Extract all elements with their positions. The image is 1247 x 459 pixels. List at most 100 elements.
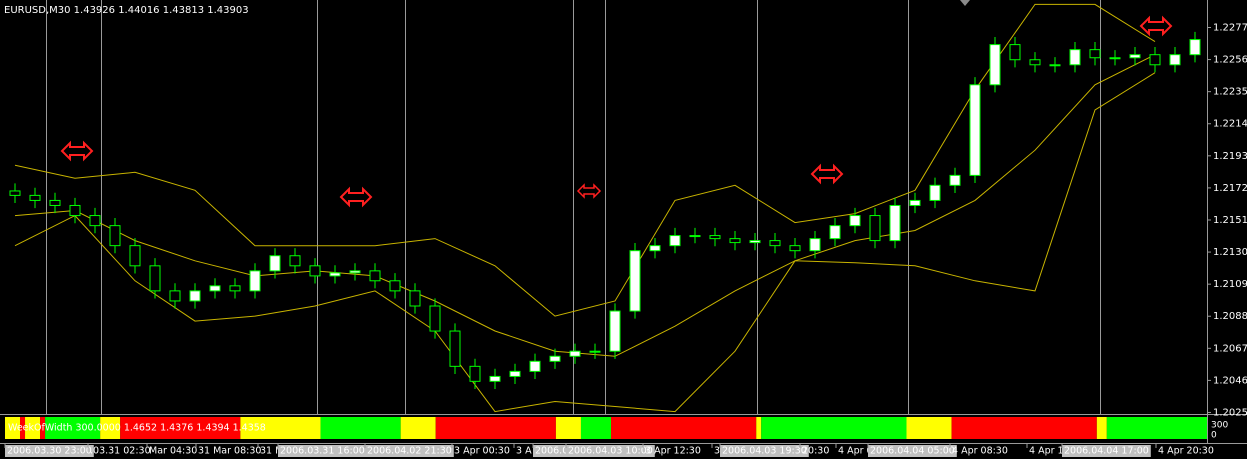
double-arrow: [1139, 15, 1173, 37]
candle-body: [929, 184, 941, 201]
candle-body: [1049, 64, 1061, 67]
time-label-box: [533, 445, 571, 457]
candle-body: [529, 360, 541, 372]
indicator-segment: [400, 417, 436, 439]
candle-body: [1009, 44, 1021, 61]
y-tick-label: 1.22350: [1213, 87, 1247, 98]
indicator-segment: [25, 417, 41, 439]
candle-body: [649, 245, 661, 252]
indicator-segment: [45, 417, 101, 439]
time-label: 2006.0: [535, 446, 568, 457]
candle-body: [229, 285, 241, 292]
time-label: 3 A: [516, 446, 532, 457]
indicator-segment: [756, 417, 762, 439]
arrow-markers: [60, 15, 1173, 208]
time-label-box: [1062, 445, 1151, 457]
y-tick-label: 1.21930: [1213, 151, 1247, 162]
candle-body: [429, 305, 441, 332]
candle-body: [909, 199, 921, 206]
time-label: 2006.04.04 17:00: [1064, 446, 1149, 457]
candle-body: [169, 290, 181, 302]
indicator-segment: [761, 417, 907, 439]
y-tick-label: 1.20670: [1213, 343, 1247, 354]
candle-body: [389, 280, 401, 292]
double-arrow: [60, 140, 94, 162]
candle-body: [689, 235, 701, 238]
indicator-segment: [5, 417, 21, 439]
candle-body: [1169, 54, 1181, 66]
indicator-segment: [951, 417, 1097, 439]
candle-body: [289, 255, 301, 267]
time-label: 4 Apr 1: [1029, 446, 1064, 457]
indicator-pane: WeekOfWidth 300.0000 1.4652 1.4376 1.439…: [5, 417, 1228, 441]
double-arrow: [339, 186, 373, 208]
candle-body: [149, 265, 161, 292]
candle-body: [1069, 49, 1081, 66]
bollinger-band: [14, 3, 1156, 317]
time-label: 2006.04.03 10:00: [568, 446, 653, 457]
candle-body: [269, 255, 281, 272]
time-label: 31 M: [260, 446, 283, 457]
time-label: 4 Apr 08:30: [952, 446, 1008, 457]
candle-body: [1089, 49, 1101, 59]
y-tick-label: 1.20250: [1213, 407, 1247, 418]
indicator-segment: [906, 417, 952, 439]
candle-body: [549, 355, 561, 362]
time-label: 4 Apr 20:30: [1158, 446, 1214, 457]
shift-marker: [960, 0, 970, 6]
candle-body: [729, 238, 741, 244]
candle-body: [1189, 39, 1201, 56]
candle-body: [49, 199, 61, 206]
candle-body: [209, 285, 221, 292]
bollinger-band: [14, 72, 1156, 413]
candle-body: [69, 204, 81, 217]
indicator-label: WeekOfWidth 300.0000 1.4652 1.4376 1.439…: [8, 423, 266, 434]
candle-body: [509, 370, 521, 377]
indicator-segment: [1096, 417, 1107, 439]
candle-body: [709, 235, 721, 240]
indicator-segment: [100, 417, 121, 439]
indicator-segment: [1106, 417, 1207, 439]
candle-body: [629, 250, 641, 312]
time-label-box: [868, 445, 957, 457]
indicator-axis-label: 300: [1211, 421, 1228, 431]
indicator-segment: [555, 417, 581, 439]
indicator-segment: [240, 417, 321, 439]
time-label-box: [278, 445, 367, 457]
candle-body: [189, 290, 201, 302]
candle-body: [109, 225, 121, 247]
time-label: 2006.04.02 21:30: [367, 446, 452, 457]
candle-body: [889, 204, 901, 242]
time-label: 3 Apr 12:30: [645, 446, 701, 457]
bollinger-band: [14, 54, 1156, 357]
candle-body: [409, 290, 421, 307]
chart-title: EURUSD,M30 1.43926 1.44016 1.43813 1.439…: [4, 5, 249, 16]
y-tick-label: 1.20460: [1213, 375, 1247, 386]
candle-body: [89, 215, 101, 227]
candle-body: [809, 238, 821, 252]
candle-body: [969, 84, 981, 176]
indicator-segment: [580, 417, 612, 439]
indicator-segment: [611, 417, 757, 439]
candle-body: [469, 365, 481, 382]
candle-body: [249, 270, 261, 292]
candle-body: [669, 235, 681, 247]
candle-body: [489, 375, 501, 382]
candle-body: [609, 310, 621, 352]
y-tick-label: 1.21300: [1213, 247, 1247, 258]
candle-body: [369, 270, 381, 282]
y-tick-label: 1.20880: [1213, 311, 1247, 322]
y-tick-label: 1.22140: [1213, 119, 1247, 130]
candle-body: [449, 330, 461, 367]
time-label-box: [566, 445, 655, 457]
candle-body: [789, 245, 801, 252]
candle-body: [769, 240, 781, 247]
time-label-box: [5, 445, 94, 457]
candle-body: [1109, 57, 1121, 60]
candle-body: [129, 245, 141, 267]
time-label: Mar 04:30: [149, 446, 197, 457]
candle-body: [29, 194, 41, 201]
double-arrow: [576, 183, 602, 199]
